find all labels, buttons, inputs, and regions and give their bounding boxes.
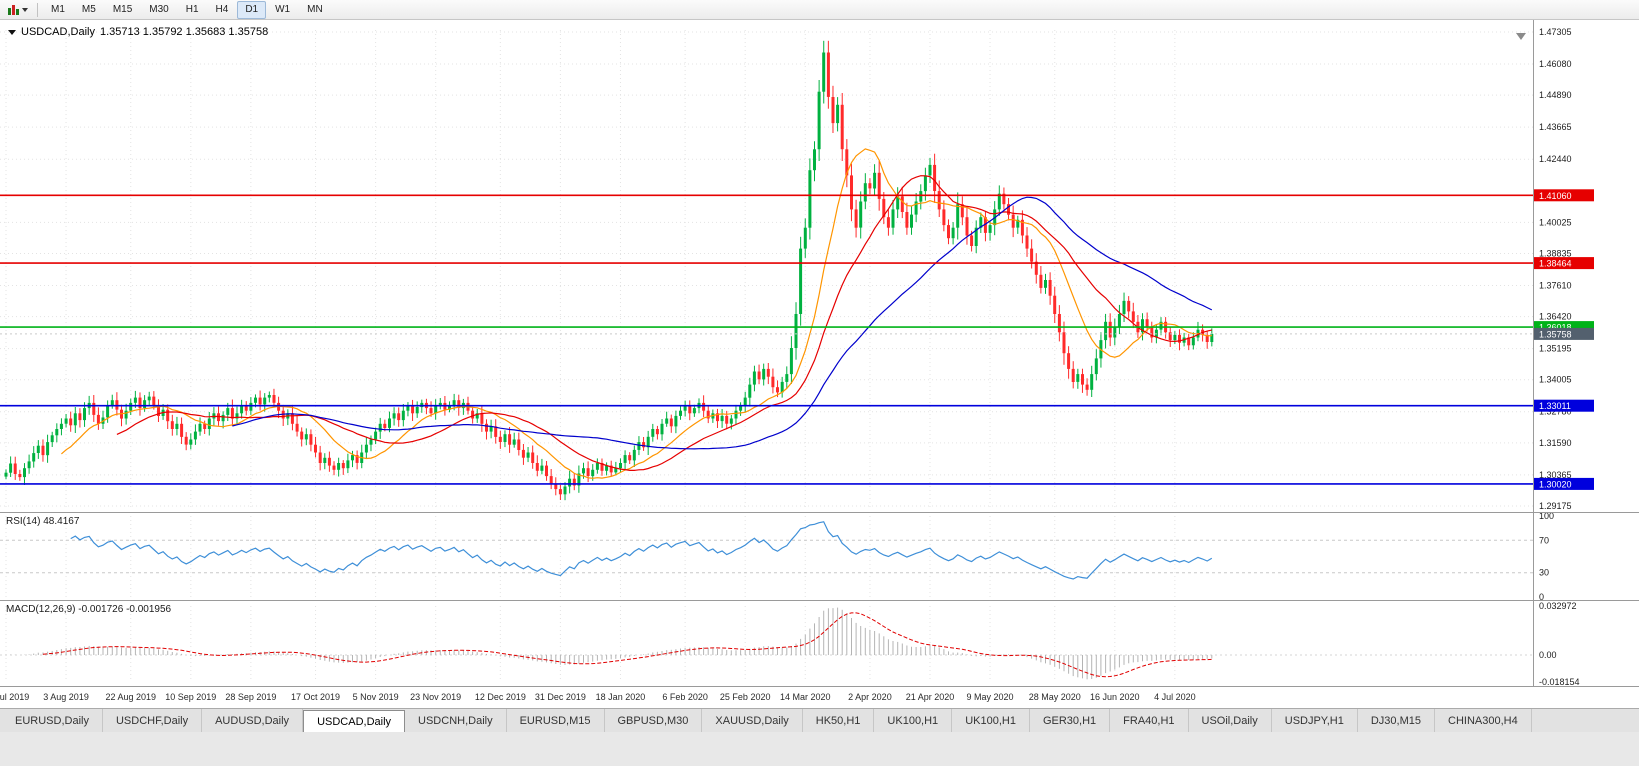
date-axis-label: 16 Jun 2020: [1090, 692, 1140, 702]
price-axis-label: 1.34005: [1539, 375, 1572, 385]
date-axis-label: 12 Dec 2019: [475, 692, 526, 702]
timeframe-button-h1[interactable]: H1: [185, 3, 199, 15]
date-axis-label: 25 Feb 2020: [720, 692, 771, 702]
price-axis-label: 1.38835: [1539, 248, 1572, 258]
price-axis-label: 1.36420: [1539, 312, 1572, 322]
date-axis-label: 21 Apr 2020: [906, 692, 955, 702]
chart-tab-eurusd-m15[interactable]: EURUSD,M15: [506, 709, 605, 732]
chart-tab-usdcnh-daily[interactable]: USDCNH,Daily: [405, 709, 507, 732]
timeframe-button-w1[interactable]: W1: [275, 3, 291, 15]
chart-tab-usdjpy-h1[interactable]: USDJPY,H1: [1271, 709, 1358, 732]
price-axis-label: 1.35195: [1539, 344, 1572, 354]
chart-tab-usdcad-daily[interactable]: USDCAD,Daily: [303, 710, 406, 732]
chart-tab-gbpusd-m30[interactable]: GBPUSD,M30: [604, 709, 703, 732]
toolbar-separator: [37, 2, 38, 17]
date-axis-label: 5 Nov 2019: [353, 692, 399, 702]
date-axis-label: 14 Mar 2020: [780, 692, 831, 702]
date-axis-label: 2 Apr 2020: [848, 692, 892, 702]
chart-tab-hk50-h1[interactable]: HK50,H1: [802, 709, 875, 732]
chart-tab-uk100-h1[interactable]: UK100,H1: [952, 709, 1030, 732]
chart-type-button[interactable]: [4, 3, 32, 16]
price-axis-label: 1.31590: [1539, 438, 1572, 448]
date-axis-label: 17 Oct 2019: [291, 692, 340, 702]
timeframe-button-d1[interactable]: D1: [237, 0, 267, 19]
price-axis-label: 1.43665: [1539, 122, 1572, 132]
rsi-axis-label: 70: [1539, 535, 1549, 545]
date-axis-label: 31 Dec 2019: [535, 692, 586, 702]
price-axis-label: 1.32780: [1539, 407, 1572, 417]
chart-area: 1.47305 1.46080 1.44890 1.43665 1.42440 1.400…: [0, 20, 1639, 708]
date-axis-label: 3 Aug 2019: [43, 692, 89, 702]
rsi-axis-label: 30: [1539, 568, 1549, 578]
price-axis-label: 1.37610: [1539, 280, 1572, 290]
price-axis-label: 1.40025: [1539, 217, 1572, 227]
chart-tab-china300-h4[interactable]: CHINA300,H4: [1435, 709, 1532, 732]
price-axis-label: 1.29175: [1539, 501, 1572, 511]
chart-tab-uk100-h1[interactable]: UK100,H1: [874, 709, 953, 732]
date-axis-label: 18 Jan 2020: [596, 692, 646, 702]
macd-axis-label: 0.032972: [1539, 601, 1577, 611]
price-line-badge: 1.30020: [1539, 479, 1572, 489]
price-axis-label: 1.46080: [1539, 59, 1572, 69]
chart-tab-dj30-m15[interactable]: DJ30,M15: [1357, 709, 1435, 732]
rsi-axis-label: 0: [1539, 592, 1544, 602]
date-axis-label: 22 Aug 2019: [105, 692, 156, 702]
usdcad-daily-chart-canvas[interactable]: 1.47305 1.46080 1.44890 1.43665 1.42440 1.400…: [0, 20, 1639, 708]
timeframe-button-mn[interactable]: MN: [307, 3, 323, 15]
timeframe-button-m1[interactable]: M1: [51, 3, 65, 15]
date-axis-label: 4 Jul 2020: [1154, 692, 1196, 702]
chevron-down-icon: [22, 7, 28, 12]
bottom-filler: [0, 732, 1639, 766]
candlestick-chart-icon: [8, 4, 19, 15]
timeframe-toolbar: M1 M5 M15 M30 H1 H4 D1 W1 MN: [0, 0, 1639, 20]
chart-tabs-bar: EURUSD,Daily USDCHF,Daily AUDUSD,Daily USDC…: [0, 708, 1639, 732]
chart-tab-xauusd-daily[interactable]: XAUUSD,Daily: [702, 709, 803, 732]
price-line-badge: 1.36018: [1539, 323, 1572, 333]
price-line-badge: 1.33011: [1539, 401, 1571, 411]
chart-tab-audusd-daily[interactable]: AUDUSD,Daily: [202, 709, 304, 732]
timeframe-button-m15[interactable]: M15: [112, 3, 133, 15]
date-axis-label: 10 Sep 2019: [165, 692, 216, 702]
price-line-badge: 1.35758: [1539, 329, 1572, 339]
date-axis-label: 28 Sep 2019: [225, 692, 276, 702]
date-axis-label: 28 May 2020: [1029, 692, 1081, 702]
chart-tab-ger30-h1[interactable]: GER30,H1: [1029, 709, 1111, 732]
price-axis-label: 1.30365: [1539, 470, 1572, 480]
price-line-badge: 1.38464: [1539, 259, 1572, 269]
macd-axis-label: 0.00: [1539, 650, 1557, 660]
chart-tab-usoil-daily[interactable]: USOil,Daily: [1188, 709, 1272, 732]
chart-tab-eurusd-daily[interactable]: EURUSD,Daily: [2, 709, 103, 732]
macd-axis-label: -0.018154: [1539, 677, 1580, 687]
price-axis-label: 1.42440: [1539, 154, 1572, 164]
timeframe-button-m30[interactable]: M30: [149, 3, 169, 15]
price-line-badge: 1.41060: [1539, 191, 1572, 201]
rsi-axis-label: 100: [1539, 511, 1554, 521]
timeframe-buttons: M1 M5 M15 M30 H1 H4 D1 W1 MN: [43, 0, 331, 19]
chart-tab-fra40-h1[interactable]: FRA40,H1: [1110, 709, 1189, 732]
date-axis-label: 9 May 2020: [967, 692, 1014, 702]
price-axis-label: 1.47305: [1539, 27, 1572, 37]
date-axis-label: 6 Feb 2020: [662, 692, 708, 702]
chart-tab-usdchf-daily[interactable]: USDCHF,Daily: [102, 709, 203, 732]
date-axis-label: 16 Jul 2019: [0, 692, 29, 702]
price-axis-label: 1.44890: [1539, 90, 1572, 100]
chart-shift-marker-icon: [1516, 33, 1526, 40]
date-axis-label: 23 Nov 2019: [410, 692, 461, 702]
timeframe-button-m5[interactable]: M5: [81, 3, 96, 15]
timeframe-button-h4[interactable]: H4: [215, 3, 229, 15]
